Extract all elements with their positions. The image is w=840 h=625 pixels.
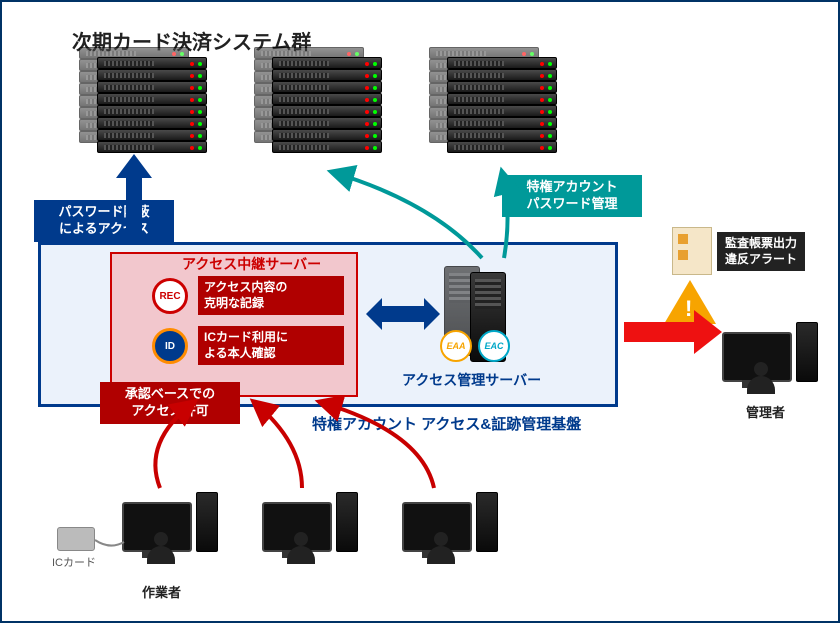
worker-1-person	[144, 532, 178, 566]
mgmt-server-label: アクセス管理サーバー	[402, 370, 541, 390]
ic-card-label: ICカード	[52, 554, 96, 570]
worker-2-person	[284, 532, 318, 566]
admin-role-label: 管理者	[746, 402, 785, 421]
rec-icon: REC	[152, 278, 188, 314]
record-access-label: アクセス内容の 克明な記録	[198, 276, 344, 315]
diagram-canvas: 次期カード決済システム群 アクセス中継サーバー REC アクセス内容の 克明な記…	[0, 0, 840, 623]
id-icon: ID	[152, 328, 188, 364]
privileged-pw-label: 特権アカウント パスワード管理	[502, 175, 642, 217]
relay-server-title: アクセス中継サーバー	[182, 254, 321, 274]
document-icon	[672, 227, 712, 275]
server-cluster-3	[447, 57, 557, 153]
approval-access-label: 承認ベースでの アクセス許可	[100, 382, 240, 424]
ic-card-icon	[57, 527, 95, 551]
admin-person	[744, 362, 778, 396]
password-hidden-label: パスワード隠蔽 によるアクセス	[34, 200, 174, 242]
server-cluster-1	[97, 57, 207, 153]
worker-3-person	[424, 532, 458, 566]
platform-label: 特権アカウント アクセス&証跡管理基盤	[312, 413, 581, 434]
server-cluster-2	[272, 57, 382, 153]
audit-alert-label: 監査帳票出力 違反アラート	[717, 232, 805, 271]
warning-icon	[664, 280, 716, 324]
ic-verify-label: ICカード利用に よる本人確認	[198, 326, 344, 365]
eaa-badge: EAA	[440, 330, 472, 362]
eac-badge: EAC	[478, 330, 510, 362]
worker-role-label: 作業者	[142, 582, 181, 601]
